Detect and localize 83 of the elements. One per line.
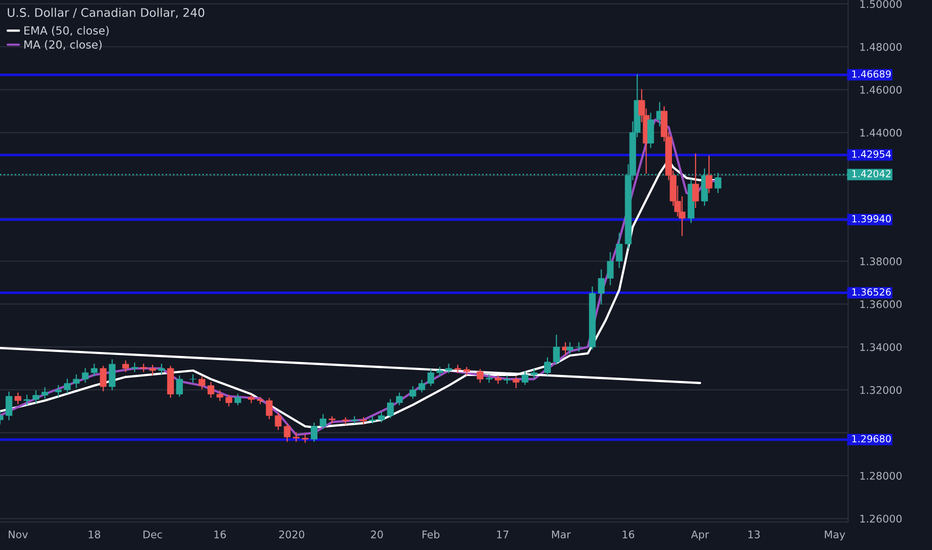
candlestick (284, 424, 291, 442)
candlestick (616, 232, 623, 268)
candlestick (378, 412, 385, 423)
candlestick (436, 366, 444, 376)
text: U.S. Dollar / Canadian Dollar, 240 (8, 8, 204, 18)
x-tick-label: Dec (144, 530, 162, 538)
candlestick (606, 252, 614, 286)
candlestick (396, 392, 403, 406)
candlestick (108, 359, 116, 390)
candlestick (54, 385, 62, 397)
x-tick-label: 17 (497, 530, 508, 538)
candlestick (226, 394, 232, 406)
candlestick (274, 412, 282, 430)
candlestick (32, 390, 40, 404)
x-tick-label: 2020 (279, 530, 304, 538)
candlestick (512, 376, 520, 388)
candlestick (647, 112, 654, 148)
y-tick-label: 1.46000 (860, 86, 902, 94)
x-tick-label: May (824, 530, 846, 540)
candlestick (409, 386, 416, 399)
legend-label: EMA (50, close) (24, 26, 109, 36)
candlestick (598, 269, 605, 305)
x-tick-label: 18 (88, 530, 100, 538)
x-tick-label: 20 (371, 530, 383, 538)
candlestick (234, 394, 242, 406)
candlestick (100, 366, 107, 392)
candlestick (445, 364, 452, 374)
x-tick-label: Apr (691, 530, 710, 540)
candlestick (427, 368, 434, 386)
y-tick-label: 1.44000 (860, 128, 902, 137)
candlestick (576, 342, 582, 352)
candlestick (190, 374, 196, 383)
ref-line-label: 1.39940 (852, 215, 891, 222)
y-tick-label: 1.38000 (860, 257, 902, 266)
ref-line-label: 1.29680 (852, 435, 891, 442)
candlestick (522, 371, 528, 386)
candlestick (149, 364, 156, 376)
candlestick (454, 364, 462, 374)
y-tick-label: 1.36000 (860, 300, 902, 308)
y-tick-label: 1.50000 (860, 0, 902, 8)
y-tick-label: 1.48000 (860, 42, 902, 51)
candlestick (72, 374, 80, 388)
candlestick (248, 394, 255, 404)
candlestick (198, 376, 206, 390)
candlestick (476, 368, 484, 383)
ref-line-label: 1.46689 (852, 70, 891, 78)
candlestick (256, 396, 264, 404)
candlestick (82, 368, 89, 383)
candlestick (42, 387, 48, 399)
candlestick (418, 380, 426, 393)
candlestick (90, 364, 98, 376)
candlestick (266, 398, 273, 420)
candlestick (310, 422, 318, 442)
x-tick-label: 13 (748, 530, 760, 538)
candlestick (158, 364, 165, 374)
candlestick (208, 382, 214, 398)
ref-line-label: 1.42954 (852, 150, 891, 158)
candlestick (706, 156, 712, 194)
candlestick (176, 375, 183, 397)
candlestick (122, 360, 129, 372)
ref-line-label: 1.42042 (852, 170, 890, 178)
y-tick-label: 1.32000 (860, 386, 902, 394)
y-tick-label: 1.28000 (860, 472, 902, 480)
candlestick (216, 390, 224, 402)
candlestick (64, 378, 71, 394)
candlestick (320, 414, 326, 430)
candlestick (566, 342, 574, 354)
candlestick (387, 398, 394, 418)
x-tick-label: 16 (622, 530, 634, 538)
candlestick (692, 153, 699, 208)
candlestick (6, 391, 12, 420)
y-tick-label: 1.34000 (860, 343, 902, 352)
candlestick (544, 357, 551, 376)
x-tick-label: 16 (214, 530, 226, 538)
candlestick (553, 334, 560, 365)
candlestick (14, 392, 22, 404)
x-tick-label: Feb (422, 530, 440, 538)
ref-line-label: 1.36526 (852, 288, 891, 296)
x-tick-label: Mar (552, 530, 571, 538)
x-tick-label: Nov (8, 530, 28, 538)
legend-label: MA (20, close) (24, 40, 102, 50)
y-tick-label: 1.26000 (860, 514, 902, 523)
candlestick (24, 394, 30, 406)
